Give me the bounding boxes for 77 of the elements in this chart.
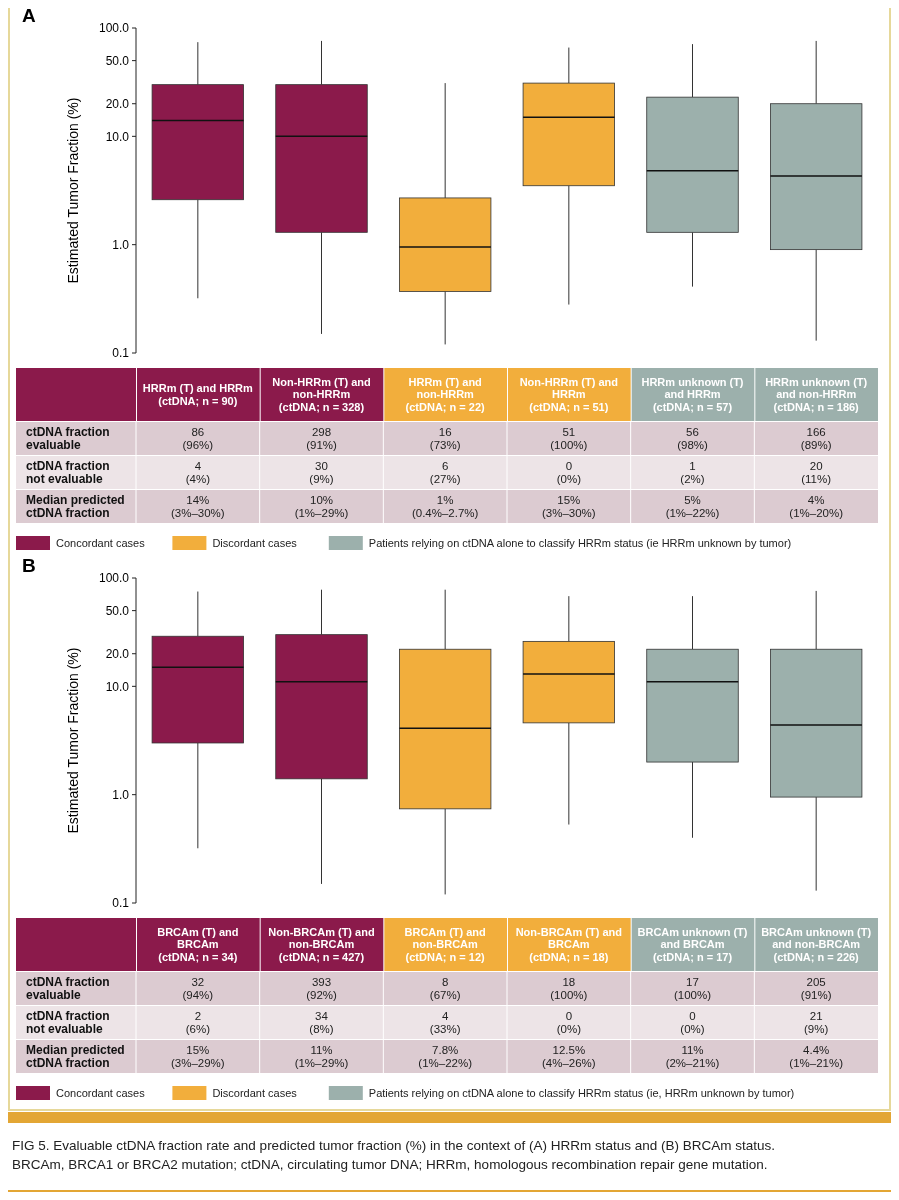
x-tick-label: BRCAm unknown (T) and BRCAm (ctDNA; n = 17) <box>637 925 748 963</box>
text: 16 (73%) <box>429 426 461 452</box>
text: 4% (1%–20%) <box>789 494 844 520</box>
text: 0 (0%) <box>680 1010 705 1036</box>
text: 4.4% (1%–21%) <box>789 1044 844 1070</box>
x-tick-label: Non-BRCAm (T) and non-BRCAm (ctDNA; n = 427) <box>268 925 375 963</box>
x-tick-label: BRCAm unknown (T) and non-BRCAm (ctDNA; n = 226) <box>761 925 872 963</box>
text: ctDNA fraction not evaluable <box>26 1009 110 1037</box>
y-tick-label: 10.0 <box>105 129 130 144</box>
text: 14% (3%–30%) <box>170 494 225 520</box>
text: 56 (98%) <box>677 426 708 452</box>
y-axis-title: Estimated Tumor Fraction (%) <box>65 97 81 284</box>
text: 0 (0%) <box>556 1010 582 1036</box>
text: 11% (2%–21%) <box>665 1044 720 1070</box>
text: 15% (3%–30%) <box>541 494 596 520</box>
legend-label: Discordant cases <box>212 536 298 549</box>
text: 17 (100%) <box>673 976 712 1002</box>
x-tick-label: BRCAm (T) and non-BRCAm (ctDNA; n = 12) <box>404 925 486 963</box>
text: 30 (9%) <box>309 460 334 486</box>
x-tick-label: HRRm (T) and HRRm (ctDNA; n = 90) <box>142 382 254 407</box>
text: ctDNA fraction not evaluable <box>26 459 110 487</box>
text: 6 (27%) <box>429 460 461 486</box>
x-tick-label: HRRm unknown (T) and HRRm (ctDNA; n = 57) <box>641 375 744 413</box>
text: 1 (2%) <box>680 460 705 486</box>
x-tick-label: Non-BRCAm (T) and BRCAm (ctDNA; n = 18) <box>515 925 622 963</box>
text: 12.5% (4%–26%) <box>541 1044 596 1070</box>
text: 4 (33%) <box>429 1010 461 1036</box>
legend-label: Concordant cases <box>56 1086 146 1099</box>
y-tick-label: 20.0 <box>105 96 130 111</box>
x-tick-label: Non-HRRm (T) and HRRm (ctDNA; n = 51) <box>519 375 619 413</box>
caption: FIG 5. Evaluable ctDNA fraction rate and predicted tumor fraction (%) in the context of (A) HRRm status and (B) BRCAm status. BRCAm, BRCA1 or BRCA2 mutation; ctDNA, circulating tumor DNA; HRRm, homologous recombination repair gene mutation. <box>12 1138 776 1172</box>
text: 20 (11%) <box>801 460 832 486</box>
text: 205 (91%) <box>800 976 832 1002</box>
y-tick-label: 50.0 <box>105 603 130 618</box>
text: 2 (6%) <box>185 1010 211 1036</box>
text: 393 (92%) <box>306 976 337 1002</box>
legend-label: Discordant cases <box>212 1086 298 1099</box>
legend-label: Patients relying on ctDNA alone to classify HRRm status (ie, HRRm unknown by tumor) <box>368 1086 795 1099</box>
chart-title: A <box>22 5 36 26</box>
text: 166 (89%) <box>800 426 832 452</box>
legend-label: Concordant cases <box>56 536 146 549</box>
y-tick-label: 1.0 <box>112 237 130 252</box>
text: ctDNA fraction evaluable <box>26 975 110 1003</box>
text: 1% (0.4%–2.7%) <box>411 494 479 520</box>
y-tick-label: 20.0 <box>105 646 130 661</box>
y-tick-label: 0.1 <box>112 896 130 911</box>
text: 10% (1%–29%) <box>294 494 349 520</box>
text: 51 (100%) <box>550 426 588 452</box>
text: 18 (100%) <box>550 976 588 1002</box>
x-tick-label: Non-HRRm (T) and non-HRRm (ctDNA; n = 328) <box>272 375 371 413</box>
text: 15% (3%–29%) <box>170 1044 225 1070</box>
y-tick-label: 50.0 <box>105 53 130 68</box>
text: 0 (0%) <box>556 460 582 486</box>
text: 11% (1%–29%) <box>294 1044 349 1070</box>
text: 34 (8%) <box>309 1010 334 1036</box>
x-tick-label: HRRm (T) and non-HRRm (ctDNA; n = 22) <box>405 375 486 413</box>
text: 32 (94%) <box>182 976 214 1002</box>
x-tick-label: BRCAm (T) and BRCAm (ctDNA; n = 34) <box>157 925 239 963</box>
text: ctDNA fraction evaluable <box>26 425 110 453</box>
y-tick-label: 100.0 <box>98 571 130 586</box>
text: Median predicted ctDNA fraction <box>26 493 125 521</box>
chart-title: B <box>22 555 36 576</box>
y-tick-label: 100.0 <box>98 21 130 36</box>
text: 298 (91%) <box>306 426 337 452</box>
text: 86 (96%) <box>182 426 214 452</box>
y-tick-label: 0.1 <box>112 346 130 361</box>
text: 8 (67%) <box>429 976 461 1002</box>
legend-label: Patients relying on ctDNA alone to classify HRRm status (ie HRRm unknown by tumor) <box>368 536 792 549</box>
text: 4 (4%) <box>185 460 211 486</box>
text: 7.8% (1%–22%) <box>418 1044 473 1070</box>
text: 21 (9%) <box>804 1010 829 1036</box>
text: Median predicted ctDNA fraction <box>26 1043 125 1071</box>
y-tick-label: 10.0 <box>105 679 130 694</box>
y-tick-label: 1.0 <box>112 787 130 802</box>
x-tick-label: HRRm unknown (T) and non-HRRm (ctDNA; n = 186) <box>765 375 868 413</box>
text: 5% (1%–22%) <box>665 494 720 520</box>
y-axis-title: Estimated Tumor Fraction (%) <box>65 647 81 834</box>
